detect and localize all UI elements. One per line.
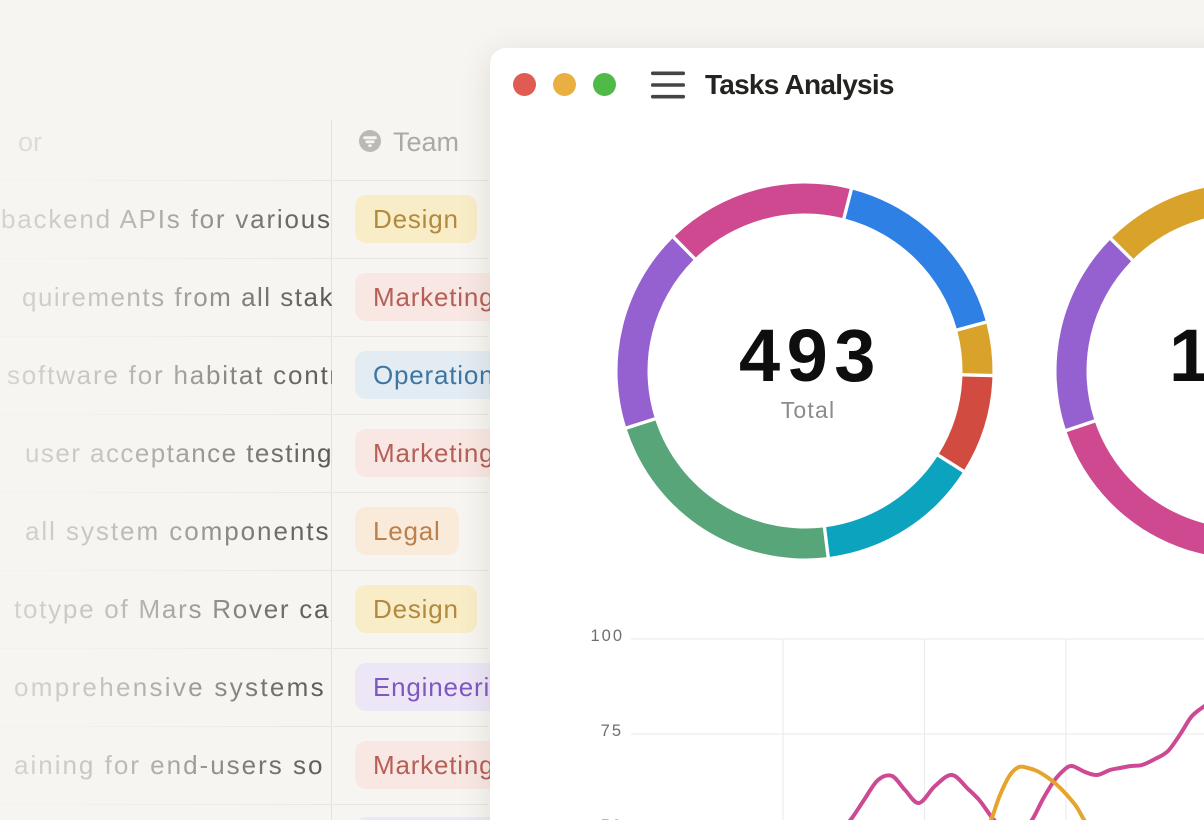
svg-text:75: 75 — [601, 722, 623, 740]
svg-text:50: 50 — [601, 817, 623, 820]
svg-text:100: 100 — [590, 627, 624, 645]
